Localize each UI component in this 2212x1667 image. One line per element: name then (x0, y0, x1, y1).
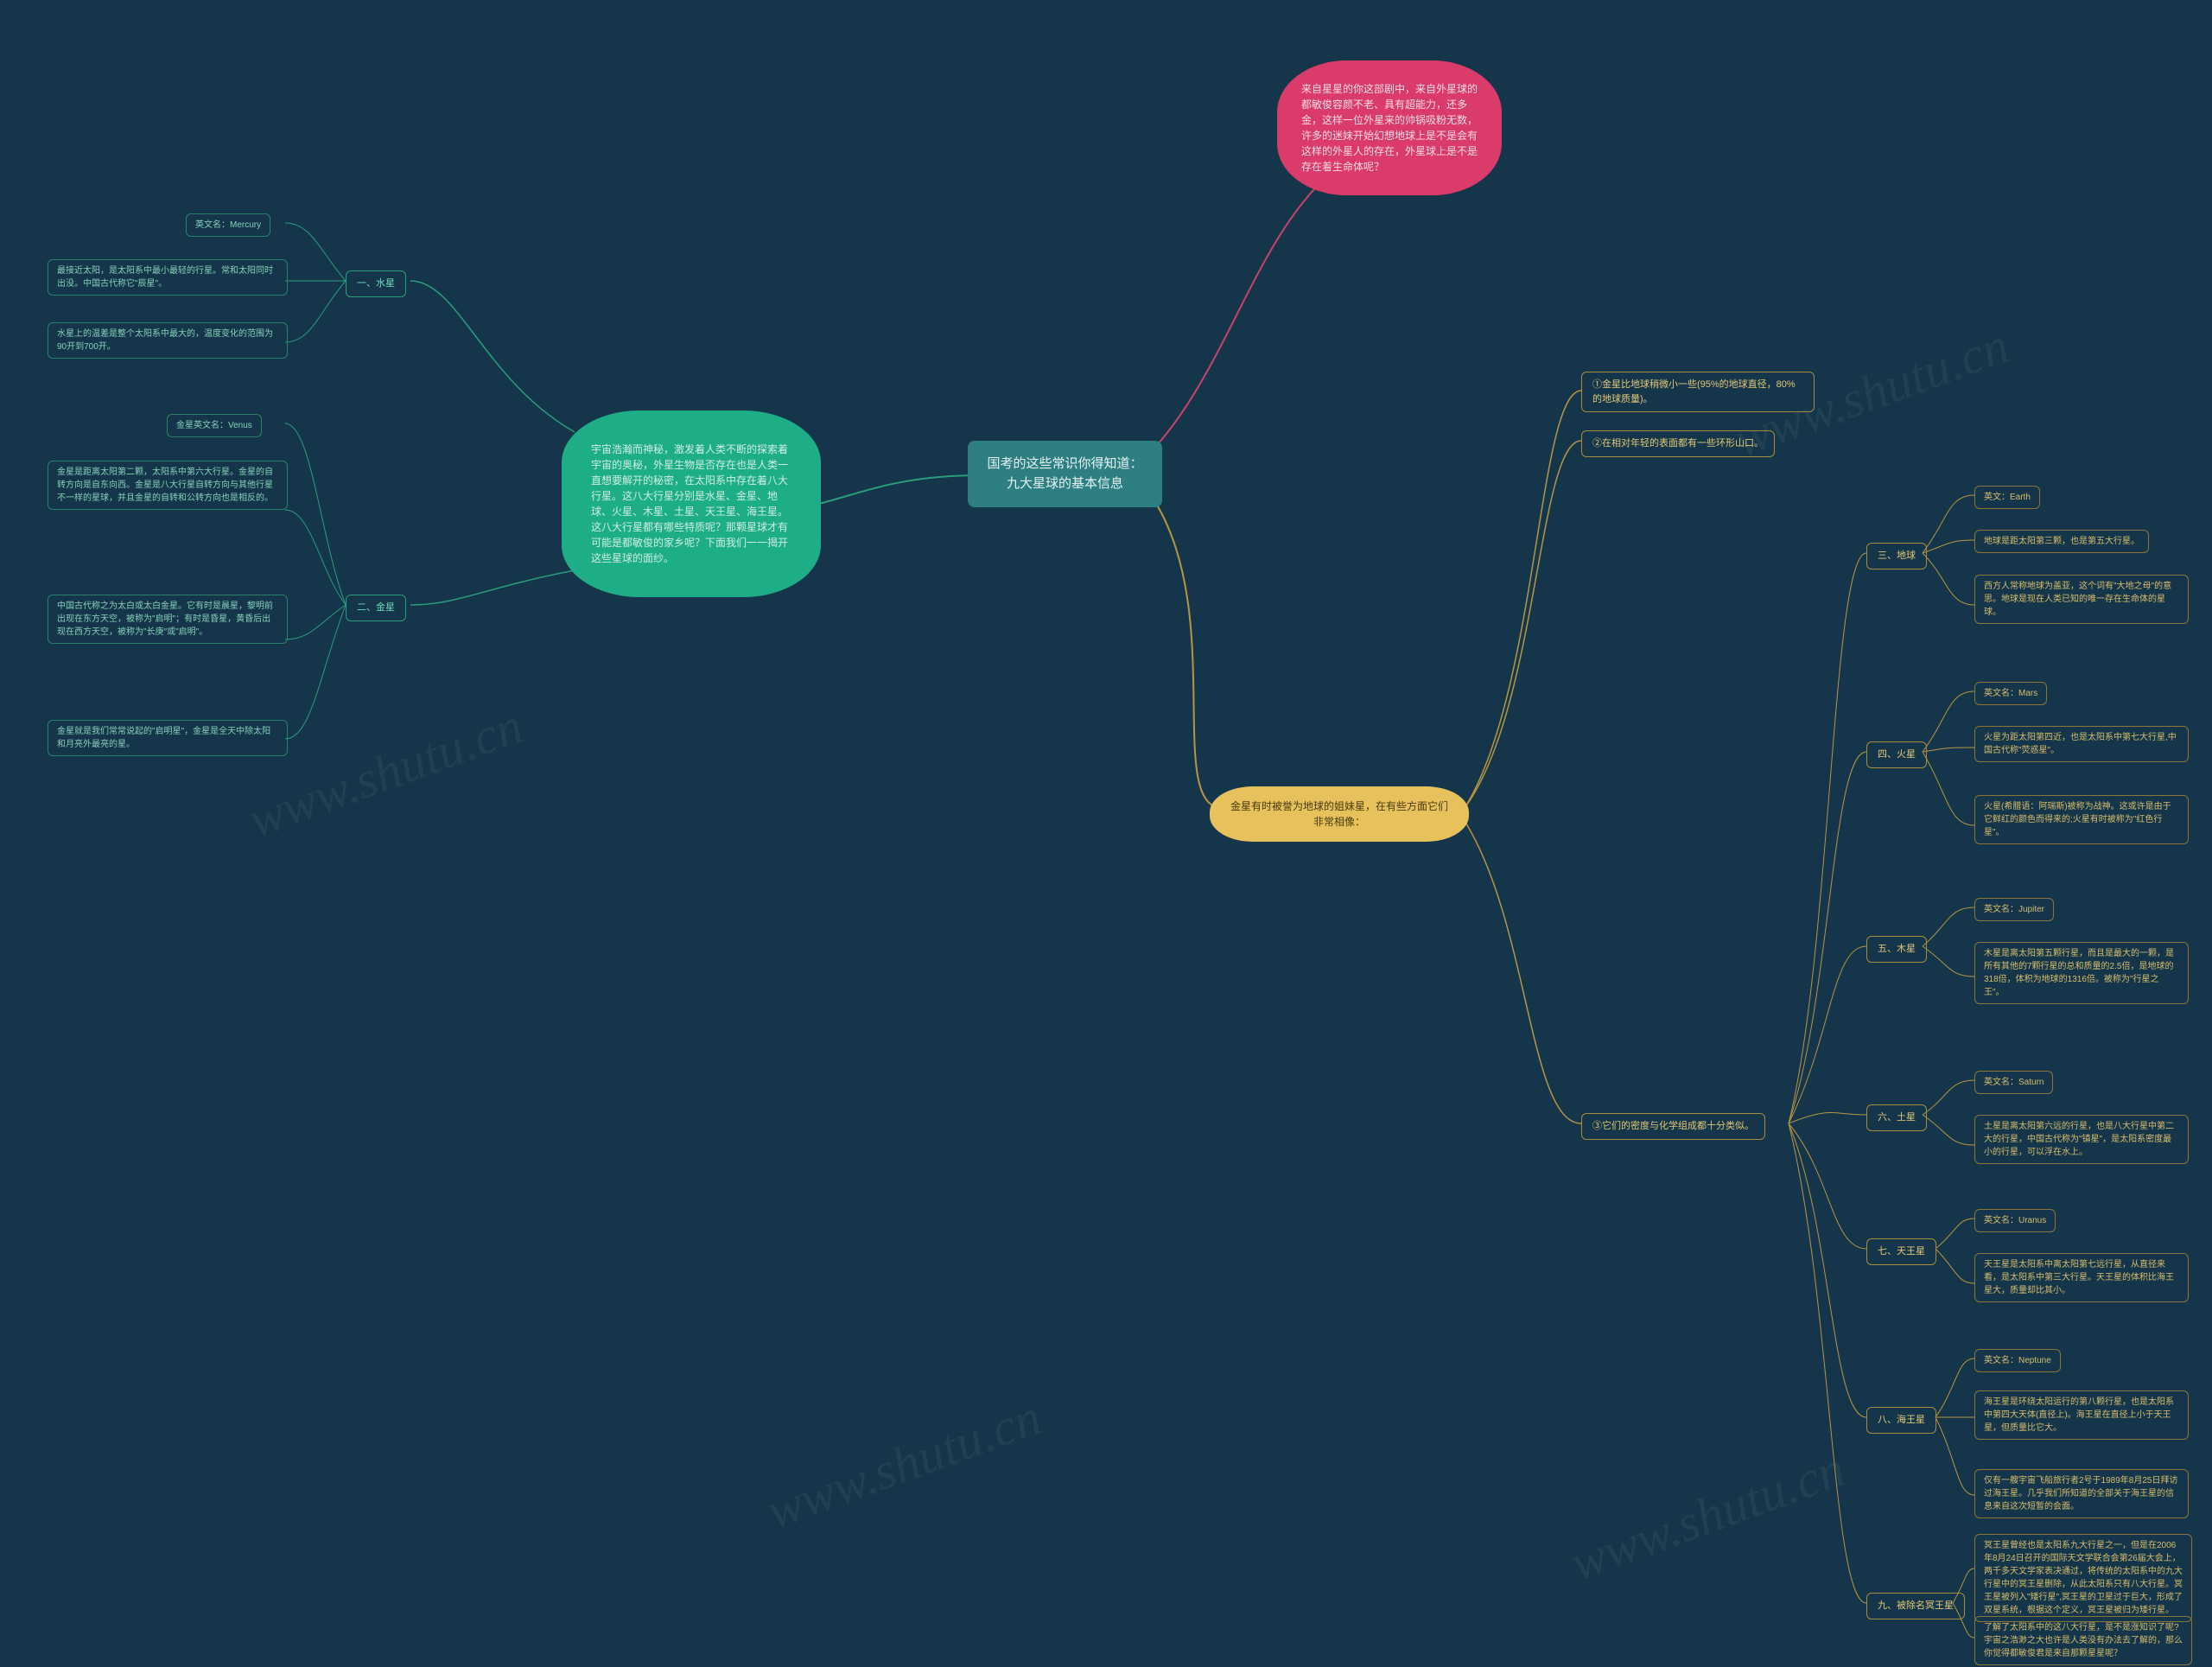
mars-n3: 火星(希腊语：阿瑞斯)被称为战神。这或许是由于它鲜红的颜色而得来的;火星有时被称… (1974, 795, 2189, 844)
earth-n3: 西方人常称地球为盖亚，这个词有"大地之母"的意思。地球是现在人类已知的唯一存在生… (1974, 575, 2189, 624)
uranus-n1: 英文名：Uranus (1974, 1209, 2056, 1232)
saturn-label[interactable]: 六、土星 (1866, 1104, 1927, 1131)
mars-n2: 火星为距太阳第四近，也是太阳系中第七大行星,中国古代称"荧惑星"。 (1974, 726, 2189, 762)
venus-sister-node[interactable]: 金星有时被誉为地球的姐妹星，在有些方面它们非常相像： (1210, 786, 1469, 842)
earth-n1: 英文：Earth (1974, 486, 2040, 509)
neptune-label[interactable]: 八、海王星 (1866, 1407, 1936, 1434)
venus-label[interactable]: 二、金星 (346, 595, 406, 621)
earth-label[interactable]: 三、地球 (1866, 543, 1927, 569)
venus-n3: 中国古代称之为太白或太白金星。它有时是晨星，黎明前出现在东方天空，被称为"启明"… (48, 595, 288, 644)
saturn-n1: 英文名：Saturn (1974, 1071, 2053, 1094)
watermark: www.shutu.cn (759, 1387, 1049, 1541)
earth-n2: 地球是距太阳第三颗，也是第五大行星。 (1974, 530, 2149, 553)
jupiter-label[interactable]: 五、木星 (1866, 936, 1927, 963)
saturn-n2: 土星是离太阳第六远的行星，也是八大行星中第二大的行星，中国古代称为"镇星"，是太… (1974, 1115, 2189, 1164)
root-node[interactable]: 国考的这些常识你得知道：九大星球的基本信息 (968, 441, 1162, 507)
drama-node[interactable]: 来自星星的你这部剧中，来自外星球的都敏俊容颜不老、具有超能力，还多金，这样一位外… (1277, 60, 1502, 195)
neptune-n2: 海王星是环绕太阳运行的第八颗行星，也是太阳系中第四大天体(直径上)。海王星在直径… (1974, 1390, 2189, 1440)
mercury-n2: 最接近太阳，是太阳系中最小最轻的行星。常和太阳同时出没。中国古代称它"辰星"。 (48, 259, 288, 296)
mercury-label[interactable]: 一、水星 (346, 270, 406, 297)
pluto-n1: 冥王星曾经也是太阳系九大行星之一，但是在2006年8月24日召开的国际天文学联合… (1974, 1534, 2192, 1622)
venus-n4: 金星就是我们常常说起的"启明星"，金星是全天中除太阳和月亮外最亮的星。 (48, 720, 288, 756)
mercury-n3: 水星上的温差是整个太阳系中最大的，温度变化的范围为90开到700开。 (48, 322, 288, 359)
mindmap-canvas: www.shutu.cn www.shutu.cn www.shutu.cn w… (0, 0, 2212, 1667)
venus-n1: 金星英文名：Venus (167, 414, 262, 437)
watermark: www.shutu.cn (240, 696, 531, 849)
jupiter-n2: 木星是离太阳第五颗行星，而且是最大的一颗，是所有其他的7颗行星的总和质量的2.5… (1974, 942, 2189, 1004)
jupiter-n1: 英文名：Jupiter (1974, 898, 2054, 921)
neptune-n3: 仅有一艘宇宙飞船旅行者2号于1989年8月25日拜访过海王星。几乎我们所知道的全… (1974, 1469, 2189, 1518)
neptune-n1: 英文名：Neptune (1974, 1349, 2061, 1372)
pluto-n2: 了解了太阳系中的这八大行星，是不是涨知识了呢?宇宙之浩渺之大也许是人类没有办法去… (1974, 1616, 2192, 1665)
mercury-n1: 英文名：Mercury (186, 213, 270, 237)
watermark: www.shutu.cn (1562, 1439, 1853, 1593)
gold-sub2: ②在相对年轻的表面都有一些环形山口。 (1581, 430, 1775, 457)
uranus-n2: 天王星是太阳系中离太阳第七远行星，从直径来看，是太阳系中第三大行星。天王星的体积… (1974, 1253, 2189, 1302)
gold-sub1: ①金星比地球稍微小一些(95%的地球直径，80%的地球质量)。 (1581, 372, 1815, 412)
pluto-label[interactable]: 九、被除名冥王星 (1866, 1593, 1965, 1619)
mars-n1: 英文名：Mars (1974, 682, 2047, 705)
intro-node[interactable]: 宇宙浩瀚而神秘，激发着人类不断的探索着宇宙的奥秘，外星生物是否存在也是人类一直想… (562, 410, 821, 597)
gold-sub3: ③它们的密度与化学组成都十分类似。 (1581, 1113, 1765, 1140)
mars-label[interactable]: 四、火星 (1866, 741, 1927, 768)
venus-n2: 金星是距离太阳第二颗，太阳系中第六大行星。金星的自转方向是自东向西。金星是八大行… (48, 461, 288, 510)
uranus-label[interactable]: 七、天王星 (1866, 1238, 1936, 1265)
